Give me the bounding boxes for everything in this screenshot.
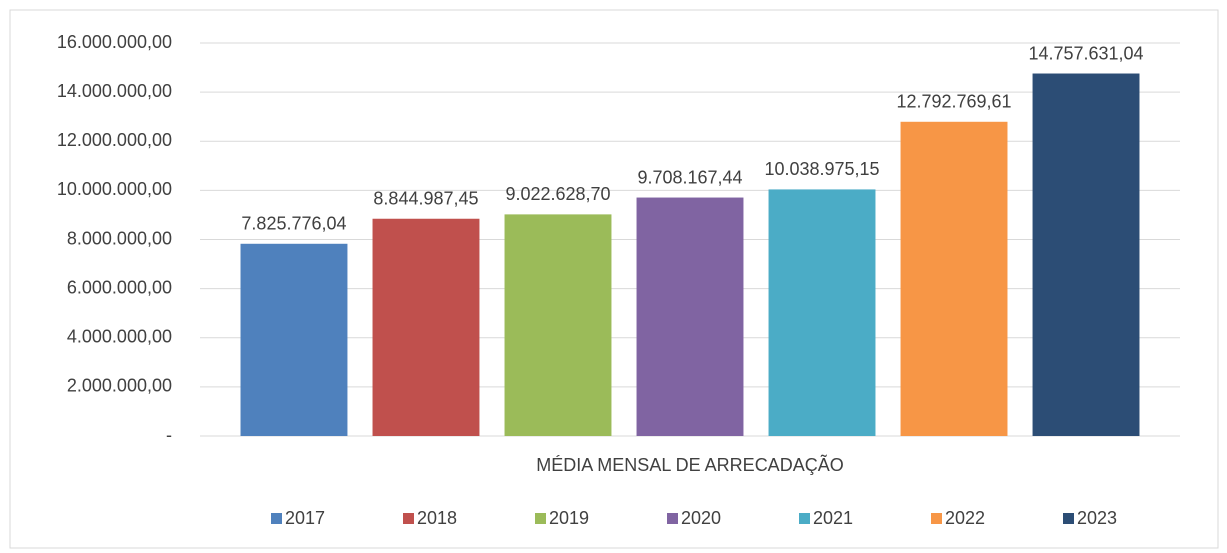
y-tick-label: 2.000.000,00 xyxy=(67,376,172,396)
legend-label: 2022 xyxy=(945,508,985,528)
legend-label: 2017 xyxy=(285,508,325,528)
y-tick-label: 8.000.000,00 xyxy=(67,228,172,248)
y-tick-label: 10.000.000,00 xyxy=(57,179,172,199)
bar xyxy=(900,121,1008,437)
legend-swatch xyxy=(799,513,810,524)
value-label: 9.708.167,44 xyxy=(637,167,742,187)
legend-label: 2019 xyxy=(549,508,589,528)
y-tick-label: 14.000.000,00 xyxy=(57,81,172,101)
y-tick-label: 4.000.000,00 xyxy=(67,327,172,347)
value-label: 12.792.769,61 xyxy=(896,92,1011,112)
legend-swatch xyxy=(535,513,546,524)
legend-label: 2021 xyxy=(813,508,853,528)
value-label: 8.844.987,45 xyxy=(373,188,478,208)
value-label: 14.757.631,04 xyxy=(1028,43,1143,63)
value-label: 7.825.776,04 xyxy=(241,214,346,234)
legend-swatch xyxy=(271,513,282,524)
y-tick-label: 12.000.000,00 xyxy=(57,130,172,150)
chart-border xyxy=(9,9,1219,549)
bar xyxy=(372,218,480,436)
legend-label: 2023 xyxy=(1077,508,1117,528)
legend-swatch xyxy=(667,513,678,524)
y-tick-label: 16.000.000,00 xyxy=(57,32,172,52)
x-tick-label: MÉDIA MENSAL DE ARRECADAÇÃO xyxy=(536,454,843,475)
legend-swatch xyxy=(931,513,942,524)
y-tick-label: - xyxy=(166,425,172,445)
legend-label: 2020 xyxy=(681,508,721,528)
bar xyxy=(1032,73,1140,436)
legend-swatch xyxy=(403,513,414,524)
value-label: 10.038.975,15 xyxy=(764,159,879,179)
legend-label: 2018 xyxy=(417,508,457,528)
value-label: 9.022.628,70 xyxy=(505,184,610,204)
bar xyxy=(768,189,876,436)
bar xyxy=(636,197,744,436)
bar xyxy=(504,214,612,436)
y-tick-label: 6.000.000,00 xyxy=(67,277,172,297)
legend-swatch xyxy=(1063,513,1074,524)
bar xyxy=(240,243,348,436)
